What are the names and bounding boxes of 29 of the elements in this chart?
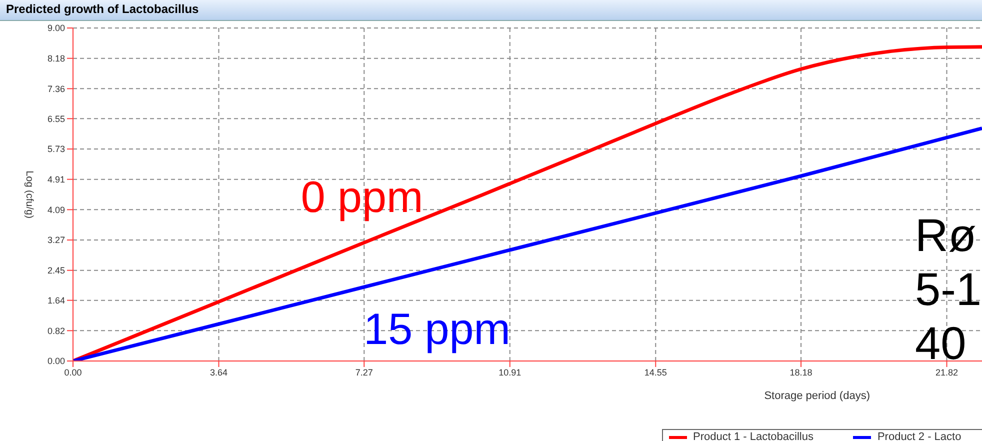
y-tick-label: 4.09 — [47, 204, 65, 215]
y-axis-title: Log (cfu/g) — [23, 170, 34, 218]
y-tick-label: 4.91 — [47, 174, 65, 185]
y-tick-label: 0.00 — [47, 356, 65, 366]
chart-title: Predicted growth of Lactobacillus — [6, 2, 199, 16]
x-tick-label: 18.18 — [790, 367, 812, 378]
y-tick-label: 5.73 — [47, 144, 65, 154]
x-tick-label: 3.64 — [210, 367, 228, 378]
x-axis-title: Storage period (days) — [764, 390, 870, 402]
y-tick-label: 2.45 — [47, 266, 65, 276]
y-tick-label: 3.27 — [47, 235, 65, 246]
x-tick-label: 14.55 — [644, 367, 667, 378]
annotation: 15 ppm — [364, 305, 510, 355]
y-tick-label: 6.55 — [47, 114, 65, 124]
x-tick-label: 7.27 — [355, 367, 373, 378]
legend-label: Product 1 - Lactobacillus — [692, 431, 814, 441]
y-tick-label: 8.18 — [47, 54, 65, 64]
y-tick-label: 0.82 — [47, 326, 65, 336]
x-tick-label: 10.91 — [498, 367, 522, 378]
annotation: 40 — [915, 316, 968, 369]
legend-label: Product 2 - Lacto — [876, 431, 962, 441]
y-tick-label: 7.36 — [47, 84, 65, 94]
annotation: 0 ppm — [300, 173, 424, 223]
x-tick-label: 21.82 — [935, 367, 958, 378]
y-tick-label: 9.00 — [47, 23, 65, 34]
annotation: Rø — [915, 208, 978, 262]
y-tick-label: 1.64 — [47, 296, 65, 306]
x-tick-label: 0.00 — [64, 367, 82, 378]
annotation: 5-1 — [915, 262, 982, 316]
